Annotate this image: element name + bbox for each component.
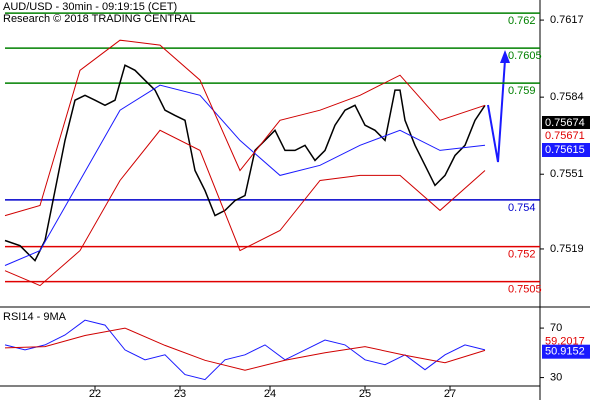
y-tick-label: 30 [550, 371, 562, 383]
series-line [4, 64, 486, 262]
chart-title: AUD/USD - 30min - 09:19:15 (CET) [3, 1, 177, 13]
y-tick-label: 0.7519 [550, 243, 584, 255]
rsi-title: RSI14 - 9MA [3, 311, 67, 323]
y-tick-label: 0.7617 [550, 14, 584, 26]
x-tick-label: 22 [89, 388, 101, 400]
x-tick-label: 27 [444, 388, 456, 400]
price-tag-label: 50.9152 [545, 346, 585, 358]
price-tag-label: 0.75615 [545, 144, 585, 156]
series-line [4, 39, 486, 217]
x-tick-label: 25 [359, 388, 371, 400]
forecast-arrow [487, 59, 506, 163]
level-label: 0.7605 [508, 50, 542, 62]
forecast-arrowhead [500, 50, 510, 63]
level-label: 0.754 [508, 202, 536, 214]
level-label: 0.759 [508, 85, 536, 97]
y-tick-label: 0.7584 [550, 91, 584, 103]
series-line [4, 129, 486, 287]
price-tag-label: 59.2017 [545, 335, 585, 347]
series-line [4, 327, 486, 371]
level-label: 0.752 [508, 249, 536, 261]
price-tag [542, 143, 590, 157]
y-tick-label: 70 [550, 322, 562, 334]
price-tag-label: 0.75674 [545, 117, 585, 129]
x-tick-label: 23 [174, 388, 186, 400]
price-tag [542, 116, 590, 130]
x-tick-label: 24 [264, 388, 276, 400]
price-tag [542, 344, 590, 359]
series-line [4, 84, 486, 266]
price-tag-label: 0.75671 [545, 130, 585, 142]
price-tag [542, 129, 590, 143]
level-label: 0.7505 [508, 284, 542, 296]
level-label: 0.762 [508, 15, 536, 27]
y-tick-label: 0.7551 [550, 168, 584, 180]
chart-subtitle: Research © 2018 TRADING CENTRAL [3, 13, 196, 25]
